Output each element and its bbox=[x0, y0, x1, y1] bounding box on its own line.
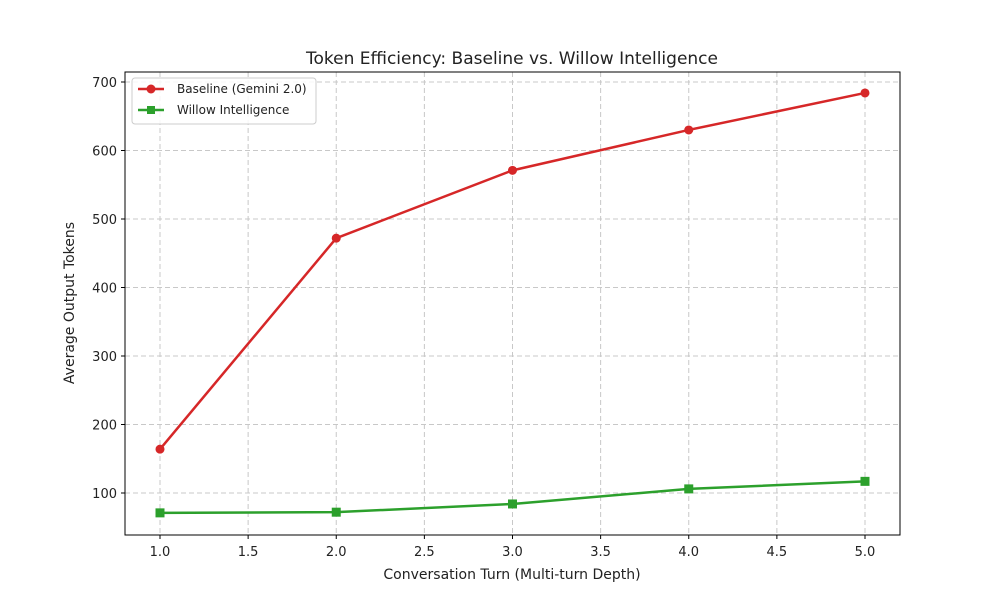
data-point-marker bbox=[684, 125, 694, 135]
x-tick-label: 1.5 bbox=[238, 545, 259, 560]
y-tick-label: 400 bbox=[92, 282, 117, 297]
data-point-marker bbox=[155, 508, 165, 518]
x-tick-label: 1.0 bbox=[150, 545, 171, 560]
y-tick-label: 500 bbox=[92, 213, 117, 228]
legend-box bbox=[131, 77, 317, 125]
legend-square-marker-icon bbox=[147, 106, 155, 114]
data-point-marker bbox=[684, 484, 694, 494]
legend-circle-marker-icon bbox=[146, 84, 156, 94]
data-point-marker bbox=[331, 507, 341, 517]
y-tick-label: 100 bbox=[92, 487, 117, 502]
data-point-marker bbox=[508, 499, 517, 509]
data-point-marker bbox=[860, 476, 870, 486]
x-tick-label: 2.5 bbox=[414, 545, 435, 560]
y-axis-label: Average Output Tokens bbox=[62, 222, 78, 384]
y-axis-ticks: 100 200 300 400 500 600 700 bbox=[92, 76, 125, 502]
legend: Baseline (Gemini 2.0) Willow Intelligenc… bbox=[131, 77, 317, 125]
y-tick-label: 300 bbox=[92, 350, 117, 365]
y-tick-label: 700 bbox=[92, 76, 117, 91]
y-tick-label: 600 bbox=[92, 145, 117, 160]
x-tick-label: 5.0 bbox=[855, 545, 876, 560]
legend-baseline: Baseline (Gemini 2.0) bbox=[177, 82, 307, 96]
x-tick-label: 3.5 bbox=[590, 545, 611, 560]
y-tick-label: 200 bbox=[92, 419, 117, 434]
data-point-marker bbox=[155, 444, 165, 454]
data-point-marker bbox=[508, 165, 517, 175]
x-tick-label: 4.0 bbox=[678, 545, 699, 560]
x-axis-label: Conversation Turn (Multi-turn Depth) bbox=[383, 567, 640, 583]
data-point-marker bbox=[331, 233, 341, 243]
data-point-marker bbox=[860, 88, 870, 98]
x-tick-label: 3.0 bbox=[502, 545, 523, 560]
chart-title: Token Efficiency: Baseline vs. Willow In… bbox=[305, 49, 718, 69]
x-tick-label: 2.0 bbox=[326, 545, 347, 560]
legend-willow: Willow Intelligence bbox=[177, 103, 289, 117]
data-series bbox=[155, 88, 870, 518]
x-axis-ticks: 1.0 1.5 2.0 2.5 3.0 3.5 4.0 4.5 5.0 bbox=[150, 535, 876, 560]
grid-lines bbox=[125, 72, 900, 535]
x-tick-label: 4.5 bbox=[767, 545, 788, 560]
